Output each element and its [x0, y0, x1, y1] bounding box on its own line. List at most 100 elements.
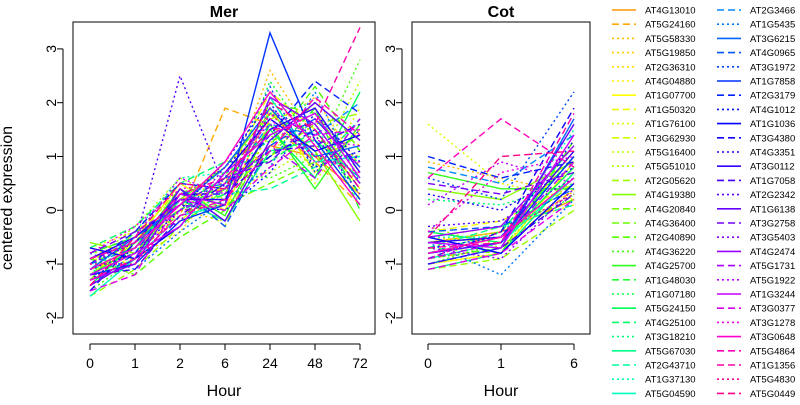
series-line-at1g1356 [427, 113, 575, 249]
legend-label: AT1G7858 [750, 77, 795, 88]
series-line-at3g1278 [427, 155, 575, 233]
legend-label: AT1G6138 [750, 204, 795, 215]
legend-label: AT2G36310 [645, 62, 696, 73]
legend-label: AT2G05620 [645, 176, 696, 187]
series-line-at3g5403 [89, 123, 360, 271]
series-line-at5g0449 [89, 101, 361, 287]
legend-label: AT1G5435 [750, 20, 795, 31]
series-line-at3g0648 [427, 177, 575, 254]
x-tick-label: 24 [262, 355, 278, 371]
series-line-at1g50320 [427, 182, 575, 233]
legend-label: AT2G43710 [645, 361, 696, 372]
series-line-at3g0648 [89, 90, 361, 271]
x-tick-label: 6 [221, 355, 229, 371]
series-line-at5g4830 [90, 112, 361, 265]
x-tick-label: 48 [307, 355, 323, 371]
series-line-at1g1036 [427, 182, 575, 255]
legend-label: AT3G18210 [645, 332, 696, 343]
legend-label: AT3G0112 [750, 162, 795, 173]
panel-title-cot: Cot [488, 4, 515, 21]
y-tick-label: -1 [382, 258, 398, 271]
legend-label: AT1G3244 [750, 290, 795, 301]
legend-label: AT1G76100 [645, 119, 696, 130]
y-tick-label: 0 [382, 206, 398, 214]
legend-label: AT1G48030 [645, 275, 696, 286]
series-line-at3g2758 [427, 171, 575, 195]
x-tick-label: 0 [424, 355, 432, 371]
legend-label: AT4G36400 [645, 219, 696, 230]
y-tick-label: 0 [43, 206, 59, 214]
y-tick-label: 2 [43, 99, 59, 107]
legend-label: AT1G7058 [750, 176, 795, 187]
series-line-at3g5403 [427, 188, 575, 260]
legend-label: AT5G0449 [750, 389, 795, 400]
legend-label: AT5G58330 [645, 34, 696, 45]
y-tick-label: 3 [43, 45, 59, 53]
legend-label: AT4G36220 [645, 247, 696, 258]
legend-label: AT3G1972 [750, 62, 795, 73]
series-line-at1g76100 [427, 123, 575, 201]
legend-label: AT2G40890 [645, 233, 696, 244]
legend-label: AT2G3466 [750, 6, 795, 17]
series-line-at5g4864 [427, 117, 575, 179]
plot-frame [72, 21, 376, 335]
series-line-at4g25100 [89, 128, 361, 249]
legend-label: AT3G2758 [750, 219, 795, 230]
series-line-at3g0377 [427, 198, 575, 271]
series-line-at1g1356 [89, 27, 361, 260]
legend-label: AT4G0965 [750, 48, 795, 59]
legend-label: AT1G07700 [645, 91, 696, 102]
legend-label: AT5G24160 [645, 20, 696, 31]
series-line-at2g3179 [427, 155, 575, 179]
legend-label: AT5G51010 [645, 162, 696, 173]
legend-label: AT5G4830 [750, 375, 795, 386]
legend-label: AT4G25100 [645, 318, 696, 329]
x-tick-label: 6 [570, 355, 578, 371]
legend-label: AT4G3351 [750, 148, 795, 159]
panel-title-mer: Mer [210, 4, 238, 21]
y-tick-label: -2 [43, 311, 59, 324]
legend-label: AT4G20840 [645, 204, 696, 215]
legend-label: AT1G1356 [750, 361, 795, 372]
series-line-at5g4864 [89, 96, 361, 281]
series-line-at1g7858 [89, 30, 361, 276]
series-line-at3g2758 [89, 117, 361, 254]
legend-label: AT5G16400 [645, 148, 696, 159]
series-line-at2g2342 [427, 177, 575, 228]
y-axis-title: centered expression [0, 126, 16, 270]
plot-frame [411, 21, 591, 335]
legend-label: AT4G25700 [645, 261, 696, 272]
legend-label: AT4G2474 [750, 247, 795, 258]
x-tick-label: 1 [497, 355, 505, 371]
series-line-at3g1278 [89, 117, 360, 254]
panel-cot: -2 -1 0 1 2 3 0 1 6 [382, 21, 591, 371]
legend-label: AT5G67030 [645, 346, 696, 357]
legend-label: AT5G04590 [645, 389, 696, 400]
legend-label: AT1G07180 [645, 290, 696, 301]
legend-label: AT3G62930 [645, 133, 696, 144]
legend-label: AT3G5403 [750, 233, 795, 244]
x-axis-title-cot: Hour [484, 383, 519, 400]
legend-label: AT5G19850 [645, 48, 696, 59]
series-line-at4g0965 [427, 188, 575, 233]
series-line-at1g3244 [89, 112, 361, 276]
legend-label: AT2G2342 [750, 190, 795, 201]
legend-label: AT4G13010 [645, 6, 696, 17]
series-line-at2g3466 [427, 134, 575, 185]
y-tick-label: 2 [382, 99, 398, 107]
legend-label: AT5G1731 [750, 261, 795, 272]
x-tick-label: 2 [176, 355, 184, 371]
legend-label: AT2G3179 [750, 91, 795, 102]
series-line-at3g0377 [89, 128, 361, 292]
series-line-at5g4830 [427, 193, 575, 260]
y-tick-label: -1 [43, 258, 59, 271]
legend: AT4G13010 AT5G24160 AT5G58330 AT5G19850 AT2G… [612, 6, 795, 400]
legend-label: AT3G1278 [750, 318, 795, 329]
legend-label: AT1G1036 [750, 119, 795, 130]
series-line-at5g1922 [89, 107, 361, 265]
legend-label: AT5G24150 [645, 304, 696, 315]
y-tick-label: 1 [43, 152, 59, 160]
series-line-at5g1922 [427, 161, 575, 206]
